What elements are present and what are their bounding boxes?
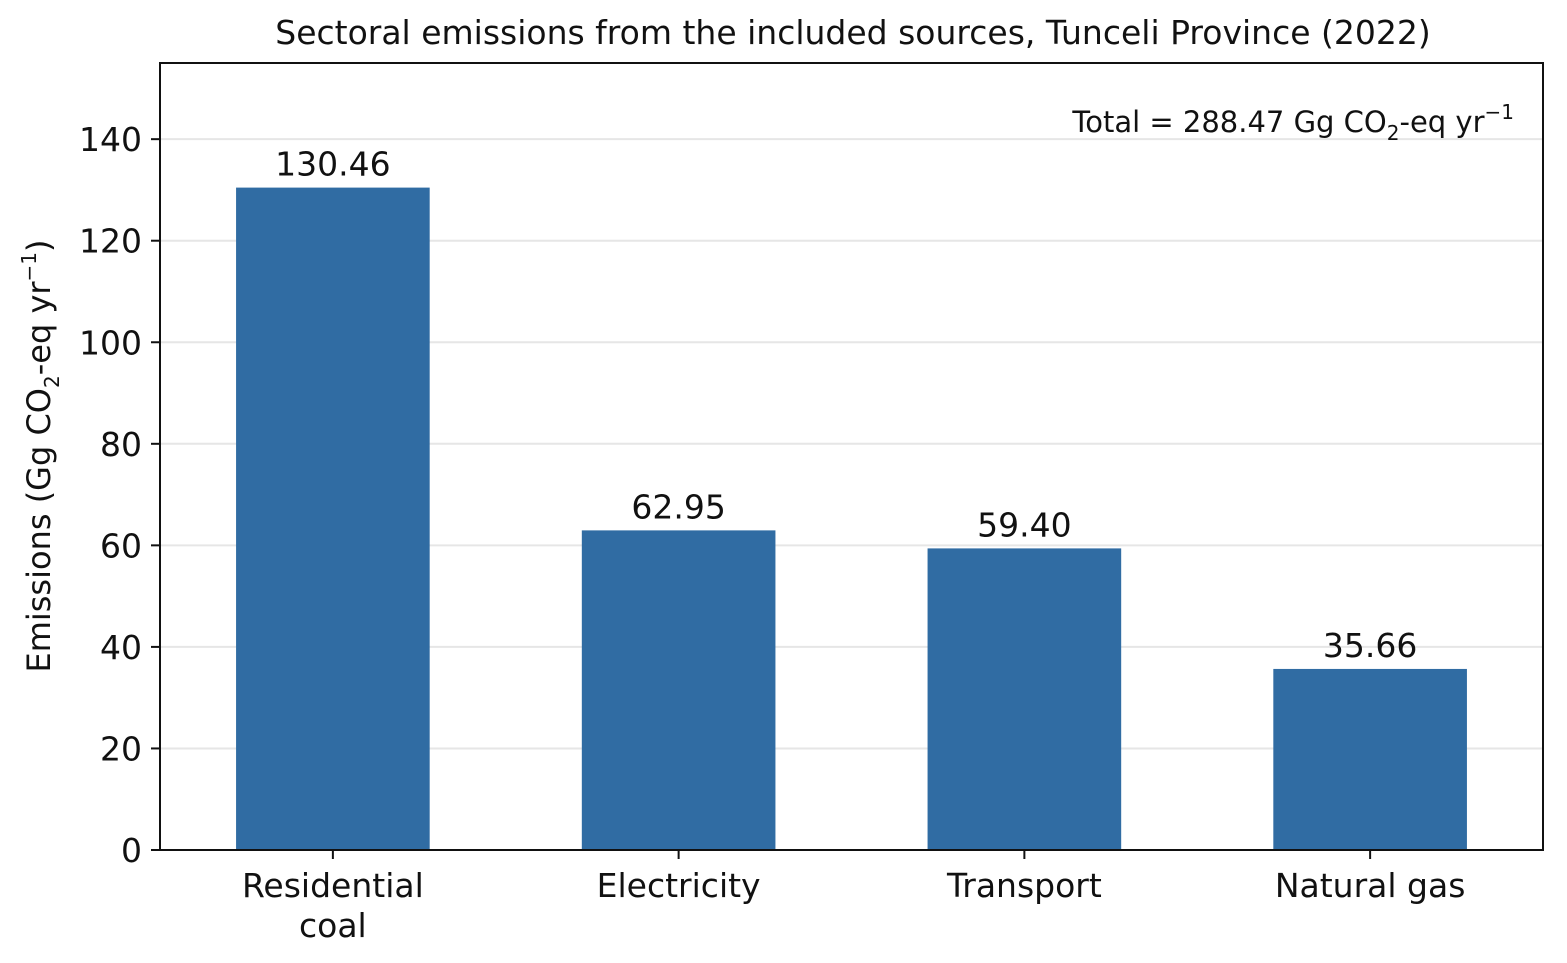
y-axis-label-middle: -eq yr — [20, 281, 58, 376]
y-tick-label: 60 — [100, 526, 142, 565]
total-annotation-middle: -eq yr — [1399, 105, 1484, 139]
y-tick-label: 40 — [100, 628, 142, 667]
bar-value-label: 62.95 — [631, 487, 725, 526]
x-tick-label-line: Transport — [946, 866, 1102, 905]
y-axis-label-superscript: −1 — [17, 252, 41, 281]
total-annotation: Total = 288.47 Gg CO2-eq yr−1 — [1071, 100, 1514, 145]
bar-value-label: 35.66 — [1323, 626, 1417, 665]
y-tick-label: 20 — [100, 729, 142, 768]
bar-electricity — [581, 530, 776, 850]
total-annotation-prefix: Total = 288.47 Gg CO — [1071, 105, 1386, 139]
x-tick-label-line: Electricity — [597, 866, 761, 905]
y-tick-label: 80 — [100, 425, 142, 464]
bar-value-label: 59.40 — [977, 505, 1071, 544]
y-tick-label: 140 — [79, 120, 142, 159]
bar-natural-gas — [1273, 668, 1467, 850]
total-annotation-superscript: −1 — [1485, 100, 1514, 124]
total-annotation-subscript: 2 — [1387, 121, 1400, 145]
bars — [236, 187, 1467, 851]
x-tick-label: Transport — [946, 866, 1102, 905]
bar-value-label: 130.46 — [275, 145, 390, 184]
y-axis-label: Emissions (Gg CO2-eq yr−1) — [17, 239, 64, 672]
bar-transport — [927, 548, 1122, 850]
y-tick-label: 100 — [79, 323, 142, 362]
y-tick-label: 0 — [121, 831, 142, 870]
x-tick-label: Natural gas — [1275, 866, 1466, 905]
value-labels: 130.46 62.95 59.40 35.66 — [275, 145, 1417, 665]
x-tick-label-line: coal — [299, 906, 367, 945]
x-tick-label-line: Residential — [242, 866, 424, 905]
y-axis-label-subscript: 2 — [40, 375, 64, 388]
x-tick-label-line: Natural gas — [1275, 866, 1466, 905]
y-axis-ticks: 0 20 40 60 80 100 120 140 — [79, 120, 160, 870]
plot-frame — [159, 62, 1544, 851]
y-axis-label-prefix: Emissions (Gg CO — [20, 388, 58, 673]
y-tick-label: 120 — [79, 222, 142, 261]
x-tick-label: Electricity — [597, 866, 761, 905]
x-tick-label: Residential coal — [242, 866, 424, 945]
bar-residential-coal — [236, 187, 430, 851]
x-axis-ticks: Residential coal Electricity Transport Natur… — [242, 850, 1465, 945]
y-axis-label-suffix: ) — [20, 239, 58, 251]
chart-title: Sectoral emissions from the included sou… — [275, 13, 1431, 52]
